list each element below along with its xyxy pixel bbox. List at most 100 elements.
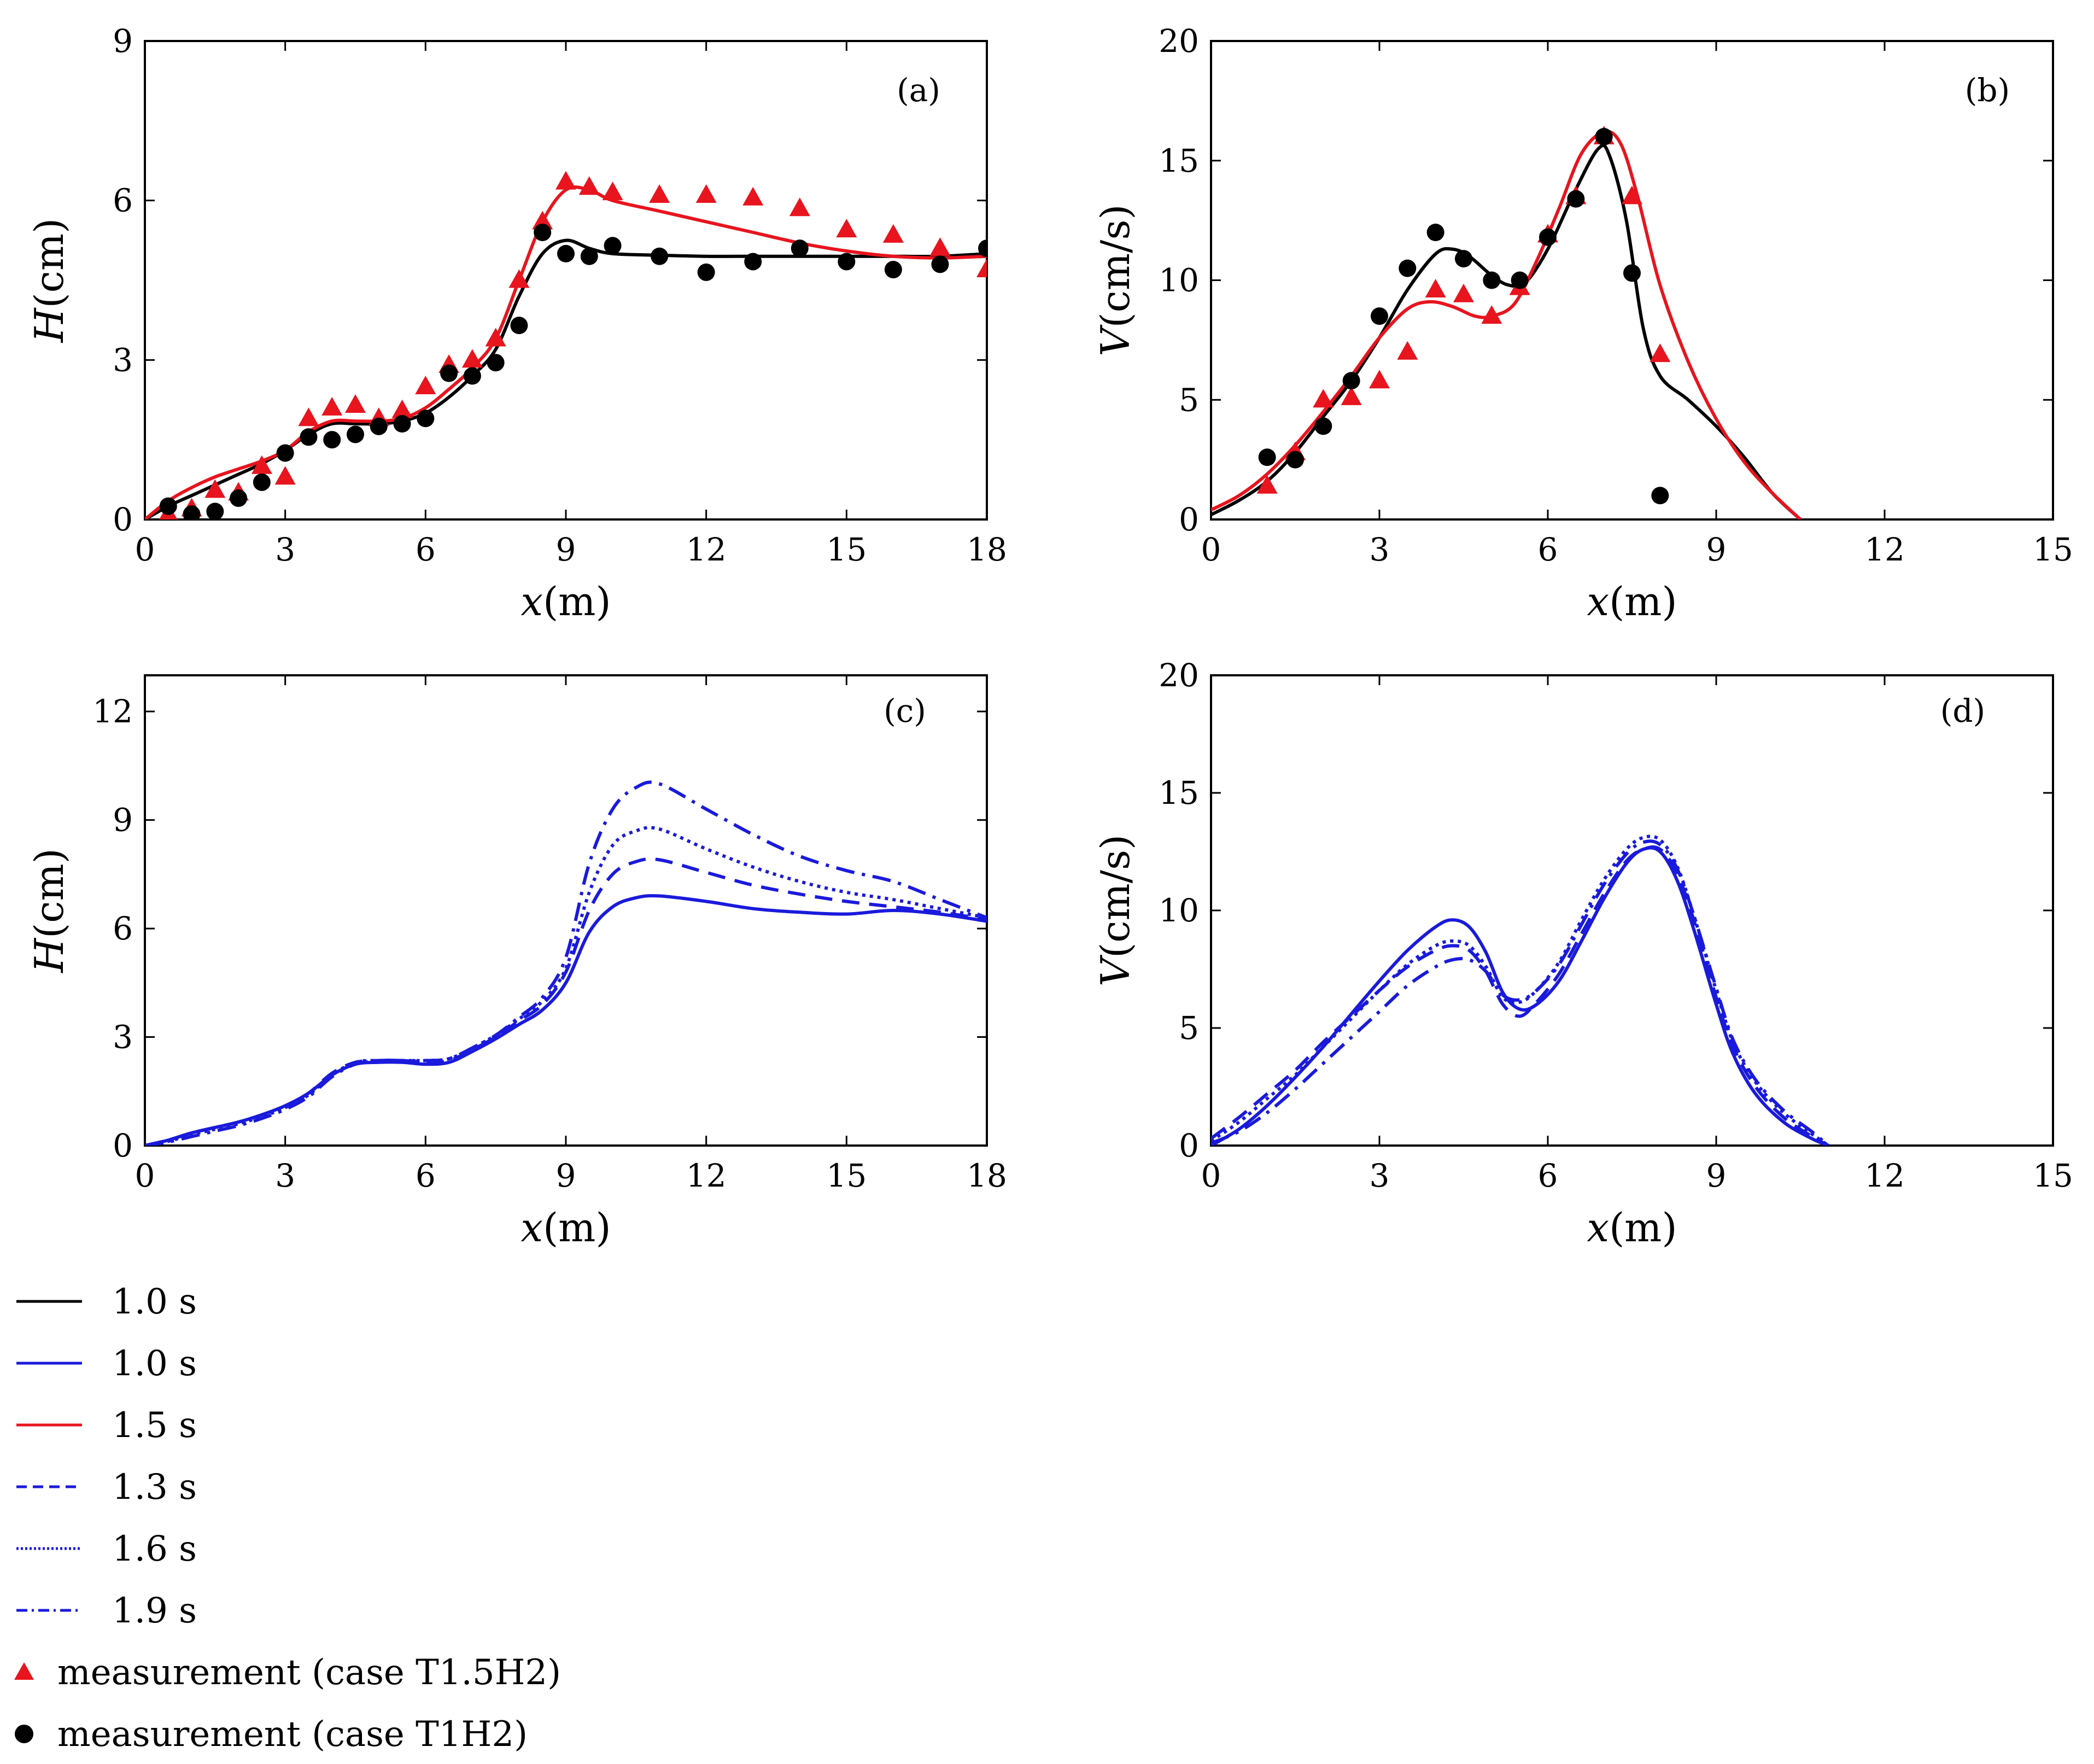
x-tick-label: 12	[686, 531, 727, 568]
data-point-triangle	[461, 349, 483, 368]
x-tick-label: 12	[1864, 531, 1905, 568]
x-tick-label: 3	[1370, 1157, 1390, 1194]
legend-item: 1.5 s	[16, 1405, 197, 1446]
data-point-circle	[1426, 224, 1444, 241]
y-tick-label: 12	[92, 693, 133, 730]
data-point-triangle	[415, 375, 436, 394]
legend-item: 1.0 s	[16, 1344, 197, 1384]
data-point-triangle	[602, 182, 623, 201]
series-line	[145, 894, 987, 1146]
data-point-circle	[347, 425, 364, 443]
legend-item: measurement (case T1H2)	[15, 1714, 528, 1755]
legend-item: 1.0 s	[16, 1282, 197, 1322]
data-point-circle	[1511, 271, 1529, 289]
x-axis-var: x	[520, 579, 543, 624]
x-tick-label: 15	[826, 531, 867, 568]
data-point-circle	[1483, 271, 1501, 289]
data-point-circle	[1258, 448, 1276, 466]
data-point-circle	[183, 505, 201, 519]
plot-frame	[144, 40, 988, 521]
x-tick-label: 6	[416, 1157, 436, 1194]
data-point-triangle	[274, 466, 296, 485]
y-tick-label: 9	[113, 802, 133, 839]
x-axis-label: x(m)	[1587, 579, 1677, 624]
x-axis-var: x	[1587, 1205, 1609, 1251]
legend-triangle-marker	[14, 1662, 34, 1680]
series-line	[145, 826, 987, 1146]
legend-item: 1.3 s	[16, 1467, 197, 1508]
data-point-triangle	[1650, 343, 1671, 363]
series-line	[145, 185, 987, 519]
y-tick-label: 5	[1179, 381, 1199, 418]
data-point-circle	[253, 473, 271, 491]
data-point-circle	[604, 237, 622, 255]
x-axis-var: x	[1587, 579, 1609, 624]
data-point-circle	[931, 255, 949, 273]
y-axis-label: H(cm)	[26, 848, 72, 974]
legend-label: 1.3 s	[112, 1467, 197, 1508]
data-point-circle	[1651, 487, 1669, 505]
data-point-triangle	[1369, 370, 1390, 389]
data-point-circle	[884, 261, 902, 279]
data-point-triangle	[204, 479, 226, 498]
x-axis-unit: (m)	[1609, 579, 1677, 624]
data-point-circle	[230, 489, 248, 507]
data-point-triangle	[836, 219, 857, 238]
series-line	[1211, 845, 1829, 1146]
y-tick-label: 9	[113, 22, 133, 60]
chart-panel-4: 0 3 6 9 12 15 0 5 10 15 20 x(m) V(cm/s) (d)	[1092, 657, 2073, 1251]
x-axis-label: x(m)	[520, 1205, 611, 1251]
data-point-circle	[510, 317, 528, 335]
data-point-circle	[1342, 372, 1360, 390]
data-point-triangle	[1341, 386, 1362, 405]
series-group	[1211, 834, 1830, 1146]
x-tick-label: 9	[1706, 1157, 1727, 1194]
data-point-circle	[206, 503, 224, 519]
y-axis-var: V	[1092, 324, 1138, 356]
panel-tag: (c)	[884, 692, 926, 729]
y-tick-label: 15	[1159, 774, 1199, 811]
data-point-triangle	[742, 186, 764, 206]
x-tick-label: 12	[1864, 1157, 1905, 1194]
data-point-circle	[1595, 128, 1613, 145]
y-tick-label: 0	[113, 501, 133, 538]
x-tick-label: 9	[556, 531, 576, 568]
data-point-circle	[651, 247, 669, 265]
legend-label: 1.9 s	[112, 1591, 197, 1631]
series-line	[145, 857, 987, 1146]
data-point-circle	[838, 253, 856, 271]
data-point-circle	[463, 367, 481, 385]
data-point-circle	[487, 354, 505, 372]
data-point-circle	[1567, 190, 1585, 208]
x-tick-label: 15	[826, 1157, 867, 1194]
data-point-circle	[417, 410, 435, 428]
y-axis-unit: (cm)	[26, 848, 72, 938]
plot-frame	[144, 674, 988, 1147]
data-point-triangle	[1622, 185, 1642, 205]
y-axis-unit: (cm)	[26, 218, 72, 308]
y-axis-label: V(cm/s)	[1092, 205, 1138, 357]
data-point-circle	[1314, 417, 1332, 435]
data-point-triangle	[1425, 279, 1446, 297]
legend-item: measurement (case T1.5H2)	[14, 1652, 561, 1693]
series-group	[1211, 126, 1802, 519]
y-axis-label: H(cm)	[26, 218, 72, 344]
x-axis-var: x	[520, 1205, 543, 1251]
y-tick-label: 3	[113, 1019, 133, 1056]
series-line	[145, 238, 987, 519]
data-point-circle	[440, 364, 458, 382]
data-point-triangle	[251, 455, 272, 474]
legend-label: 1.6 s	[112, 1529, 197, 1569]
y-tick-label: 6	[113, 910, 133, 947]
legend-item: 1.6 s	[16, 1529, 197, 1569]
panel-tag: (a)	[897, 72, 940, 109]
x-tick-label: 15	[2033, 531, 2073, 568]
data-point-circle	[1539, 228, 1557, 246]
x-tick-label: 15	[2033, 1157, 2073, 1194]
plot-frame	[1210, 674, 2054, 1147]
y-axis-var: V	[1092, 954, 1138, 986]
y-tick-label: 6	[113, 182, 133, 219]
y-tick-label: 3	[113, 341, 133, 378]
